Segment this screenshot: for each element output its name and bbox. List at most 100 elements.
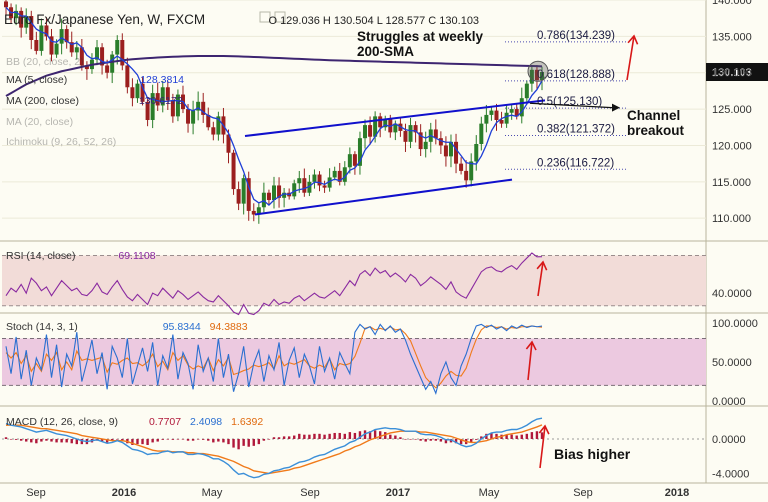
candle-body xyxy=(231,152,236,190)
macd-histogram-bar xyxy=(384,432,387,439)
candle-body xyxy=(120,40,125,66)
candle-body xyxy=(196,101,201,111)
macd-histogram-bar xyxy=(35,438,38,444)
indicator-ma200[interactable]: MA (200, close) 130.6172 xyxy=(6,95,183,107)
candle-body xyxy=(115,40,120,55)
macd-histogram-bar xyxy=(50,438,53,442)
fib-level-label: 0.236(116.722) xyxy=(537,157,614,169)
candle-body xyxy=(251,210,256,215)
candle-body xyxy=(266,192,271,200)
price-tick-label: 125.000 xyxy=(712,104,752,116)
macd-histogram-bar xyxy=(217,438,220,442)
last-price-label: 130.103 xyxy=(712,67,752,79)
candle-body xyxy=(211,127,216,135)
macd-histogram-bar xyxy=(4,437,8,439)
candle-body xyxy=(322,185,327,188)
stoch-red-arrow-head xyxy=(525,340,537,351)
indicator-bb[interactable]: BB (20, close, 2) xyxy=(6,56,84,68)
macd-histogram-bar xyxy=(232,438,235,448)
candle-body xyxy=(509,109,514,113)
macd-histogram-bar xyxy=(308,434,311,439)
macd-histogram-bar xyxy=(535,431,539,439)
fib-level-label: 0.786(134.239) xyxy=(537,30,615,42)
macd-histogram-bar xyxy=(485,433,488,439)
symbol-title: Euro Fx/Japanese Yen, W, FXCM xyxy=(4,12,206,27)
ma5-line xyxy=(5,6,543,206)
macd-histogram-bar xyxy=(515,435,518,439)
price-red-arrow xyxy=(626,35,635,81)
fib-level-label: 0.5(125.130) xyxy=(537,96,602,108)
candle-body xyxy=(363,125,368,139)
macd-histogram-bar xyxy=(454,438,458,444)
indicator-ma20[interactable]: MA (20, close) xyxy=(6,116,74,128)
stoch-label[interactable]: Stoch (14, 3, 1) 95.8344 94.3883 xyxy=(6,321,248,333)
candle-body xyxy=(236,189,241,204)
macd-histogram-bar xyxy=(252,438,255,446)
macd-histogram-bar xyxy=(439,438,443,442)
candle-body xyxy=(378,116,383,128)
macd-histogram-bar xyxy=(166,438,170,440)
stoch-band xyxy=(2,338,706,386)
rsi-red-arrow xyxy=(537,261,544,297)
macd-red-arrow xyxy=(539,425,546,469)
macd-histogram-bar xyxy=(434,438,438,441)
candle-body xyxy=(499,120,504,124)
candle-body xyxy=(69,42,74,53)
candle-body xyxy=(74,47,79,53)
candle-body xyxy=(39,25,44,51)
candle-body xyxy=(261,192,266,208)
toolbar-icon xyxy=(259,11,271,23)
macd-histogram-bar xyxy=(212,438,215,443)
macd-histogram-bar xyxy=(242,438,245,446)
candle-body xyxy=(347,154,352,168)
time-tick-label: Sep xyxy=(573,487,593,499)
candle-body xyxy=(297,178,302,184)
ohlc-readout: O 129.036 H 130.504 L 128.577 C 130.103 xyxy=(268,15,480,27)
candle-body xyxy=(474,144,479,162)
macd-histogram-bar xyxy=(510,434,513,439)
macd-histogram-bar xyxy=(394,435,397,439)
macd-histogram-bar xyxy=(363,430,367,439)
rsi-value: 69.1108 xyxy=(118,250,156,262)
macd-histogram-bar xyxy=(131,438,134,445)
ma5-value: 128.3814 xyxy=(140,74,184,86)
candle-body xyxy=(302,178,307,193)
macd-histogram-bar xyxy=(303,434,306,439)
candle-body xyxy=(59,29,64,44)
time-tick-label: 2018 xyxy=(665,487,689,499)
candle-body xyxy=(155,93,160,106)
candle-body xyxy=(464,170,469,181)
rsi-red-arrow-head xyxy=(536,260,548,271)
candle-body xyxy=(307,181,312,193)
macd-histogram-bar xyxy=(373,430,377,439)
macd-label[interactable]: MACD (12, 26, close, 9) 0.7707 2.4098 1.… xyxy=(6,416,264,428)
toolbar-icon xyxy=(274,11,286,23)
breakout-arrow-line xyxy=(529,102,613,109)
candle-body xyxy=(327,177,332,188)
candle-body xyxy=(226,134,231,153)
macd-histogram-bar xyxy=(424,438,427,442)
macd-histogram-bar xyxy=(298,433,301,439)
price-tick-label: 115.000 xyxy=(712,177,751,189)
rsi-label[interactable]: RSI (14, close) 69.1108 xyxy=(6,250,156,262)
price-tick-label: 140.000 xyxy=(712,0,752,7)
candle-body xyxy=(494,110,499,120)
macd-histogram-bar xyxy=(338,432,341,439)
price-tick-label: 110.000 xyxy=(712,213,751,225)
candle-body xyxy=(393,123,398,133)
candle-body xyxy=(489,110,494,115)
macd-histogram-bar xyxy=(161,438,164,440)
candle-body xyxy=(135,83,140,99)
macd-histogram-bar xyxy=(191,438,195,441)
candle-body xyxy=(201,101,206,115)
indicator-ichimoku[interactable]: Ichimoku (9, 26, 52, 26) xyxy=(6,136,117,148)
indicator-ma5[interactable]: MA (5, close) 128.3814 xyxy=(6,74,184,86)
candle-body xyxy=(64,29,69,43)
macd-histogram-bar xyxy=(277,437,281,439)
macd-histogram-bar xyxy=(262,438,266,441)
candle-body xyxy=(206,114,211,128)
channel-lower-line xyxy=(254,178,513,216)
candle-body xyxy=(342,167,347,182)
last-price-tag xyxy=(706,63,768,81)
macd-histogram-bar xyxy=(449,438,453,443)
